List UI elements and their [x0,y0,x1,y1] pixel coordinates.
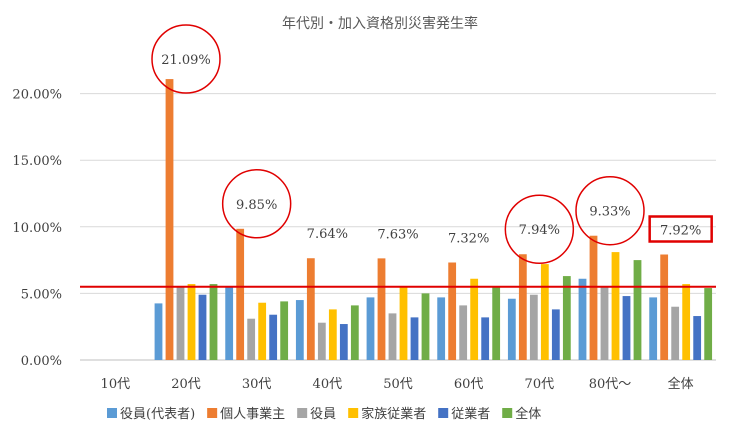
legend-label: 役員 [310,407,336,422]
bar [165,79,174,360]
bar [633,260,642,360]
bar [578,278,587,360]
bar [306,258,315,360]
highlight-circle [221,169,292,239]
legend-label: 全体 [515,406,541,422]
bar [280,301,289,360]
annotation-label: 7.63% [377,227,418,242]
bars [154,79,713,360]
chart-title: 年代別・加入資格別災害発生率 [282,15,478,32]
legend-swatch [107,408,117,418]
bar [600,286,609,360]
bar [269,314,278,360]
bar [671,306,680,360]
legend-label: 役員(代表者) [120,407,195,422]
legend-swatch [348,408,359,418]
x-category-label: 70代 [525,377,555,392]
bar [551,309,560,360]
bar [350,305,359,360]
bar [693,316,702,360]
bar [236,228,245,360]
y-tick-label: 20.00% [12,88,62,103]
annotation-label: 21.09% [161,53,211,68]
y-tick-label: 0.00% [21,354,62,369]
bar [540,264,549,360]
y-tick-label: 10.00% [12,221,62,236]
bar [317,322,326,360]
x-category-label: 30代 [242,377,272,392]
bar [682,284,691,360]
bar [377,258,386,360]
y-tick-label: 15.00% [12,154,62,169]
bar [507,298,516,360]
legend-swatch [207,408,218,418]
bar [187,284,196,360]
annotation-label: 7.32% [448,231,489,246]
legend-label: 従業者 [451,406,490,422]
annotation-label: 9.33% [589,205,630,220]
bar [529,294,538,360]
bar [388,313,397,360]
x-axis-categories: 10代 20代 30代 40代 50代 60代 70代 80代～ 全体 [101,376,694,392]
bar [366,297,375,360]
x-category-label: 50代 [383,377,413,392]
highlight-circle [575,175,645,246]
bar [481,317,490,360]
bar [225,286,234,360]
bar [437,297,446,360]
x-category-label: 40代 [313,377,343,392]
bar [470,278,479,360]
annotation-label: 9.85% [236,198,277,213]
bar [518,254,527,360]
bar [660,254,669,360]
y-axis-ticks: 0.00% 5.00% 10.00% 15.00% 20.00% [12,88,62,369]
annotation-label: 7.92% [660,224,701,239]
bar [295,300,304,360]
bar [459,305,468,360]
bar [209,284,218,360]
bar [448,262,457,360]
bar [562,276,571,360]
bar [611,252,620,360]
bar [622,296,631,360]
annotation-label: 7.94% [519,223,560,238]
bar [399,286,408,360]
x-category-label: 60代 [454,377,484,392]
bar [589,235,598,360]
y-tick-label: 5.00% [21,287,62,302]
bar [421,293,430,360]
x-category-label: 80代～ [589,377,632,392]
highlight-circle [504,194,575,264]
legend-swatch [502,408,513,418]
legend-label: 個人事業主 [220,406,285,422]
legend-swatch [297,408,308,418]
bar [410,317,419,360]
bar [154,303,163,360]
x-category-label: 10代 [101,377,131,392]
annotation-label: 7.64% [307,227,348,242]
annotations: 21.09% 9.85% 7.64% 7.63% 7.32% 7.94% 9.33% 7.92… [151,24,713,264]
x-category-label: 20代 [171,377,201,392]
legend-swatch [438,408,449,418]
bar [176,286,185,360]
highlight-box [648,215,713,243]
highlight-circle [151,24,221,94]
bar [247,318,256,360]
legend-label: 家族従業者 [361,406,426,422]
legend: 役員(代表者) 個人事業主 役員 家族従業者 従業者 全体 [107,406,541,422]
bar [328,309,337,360]
bar [492,286,501,360]
bar [339,324,348,360]
bar [649,297,658,360]
bar [258,302,267,360]
bar [198,294,207,360]
bar [704,288,713,360]
x-category-label: 全体 [668,376,694,392]
